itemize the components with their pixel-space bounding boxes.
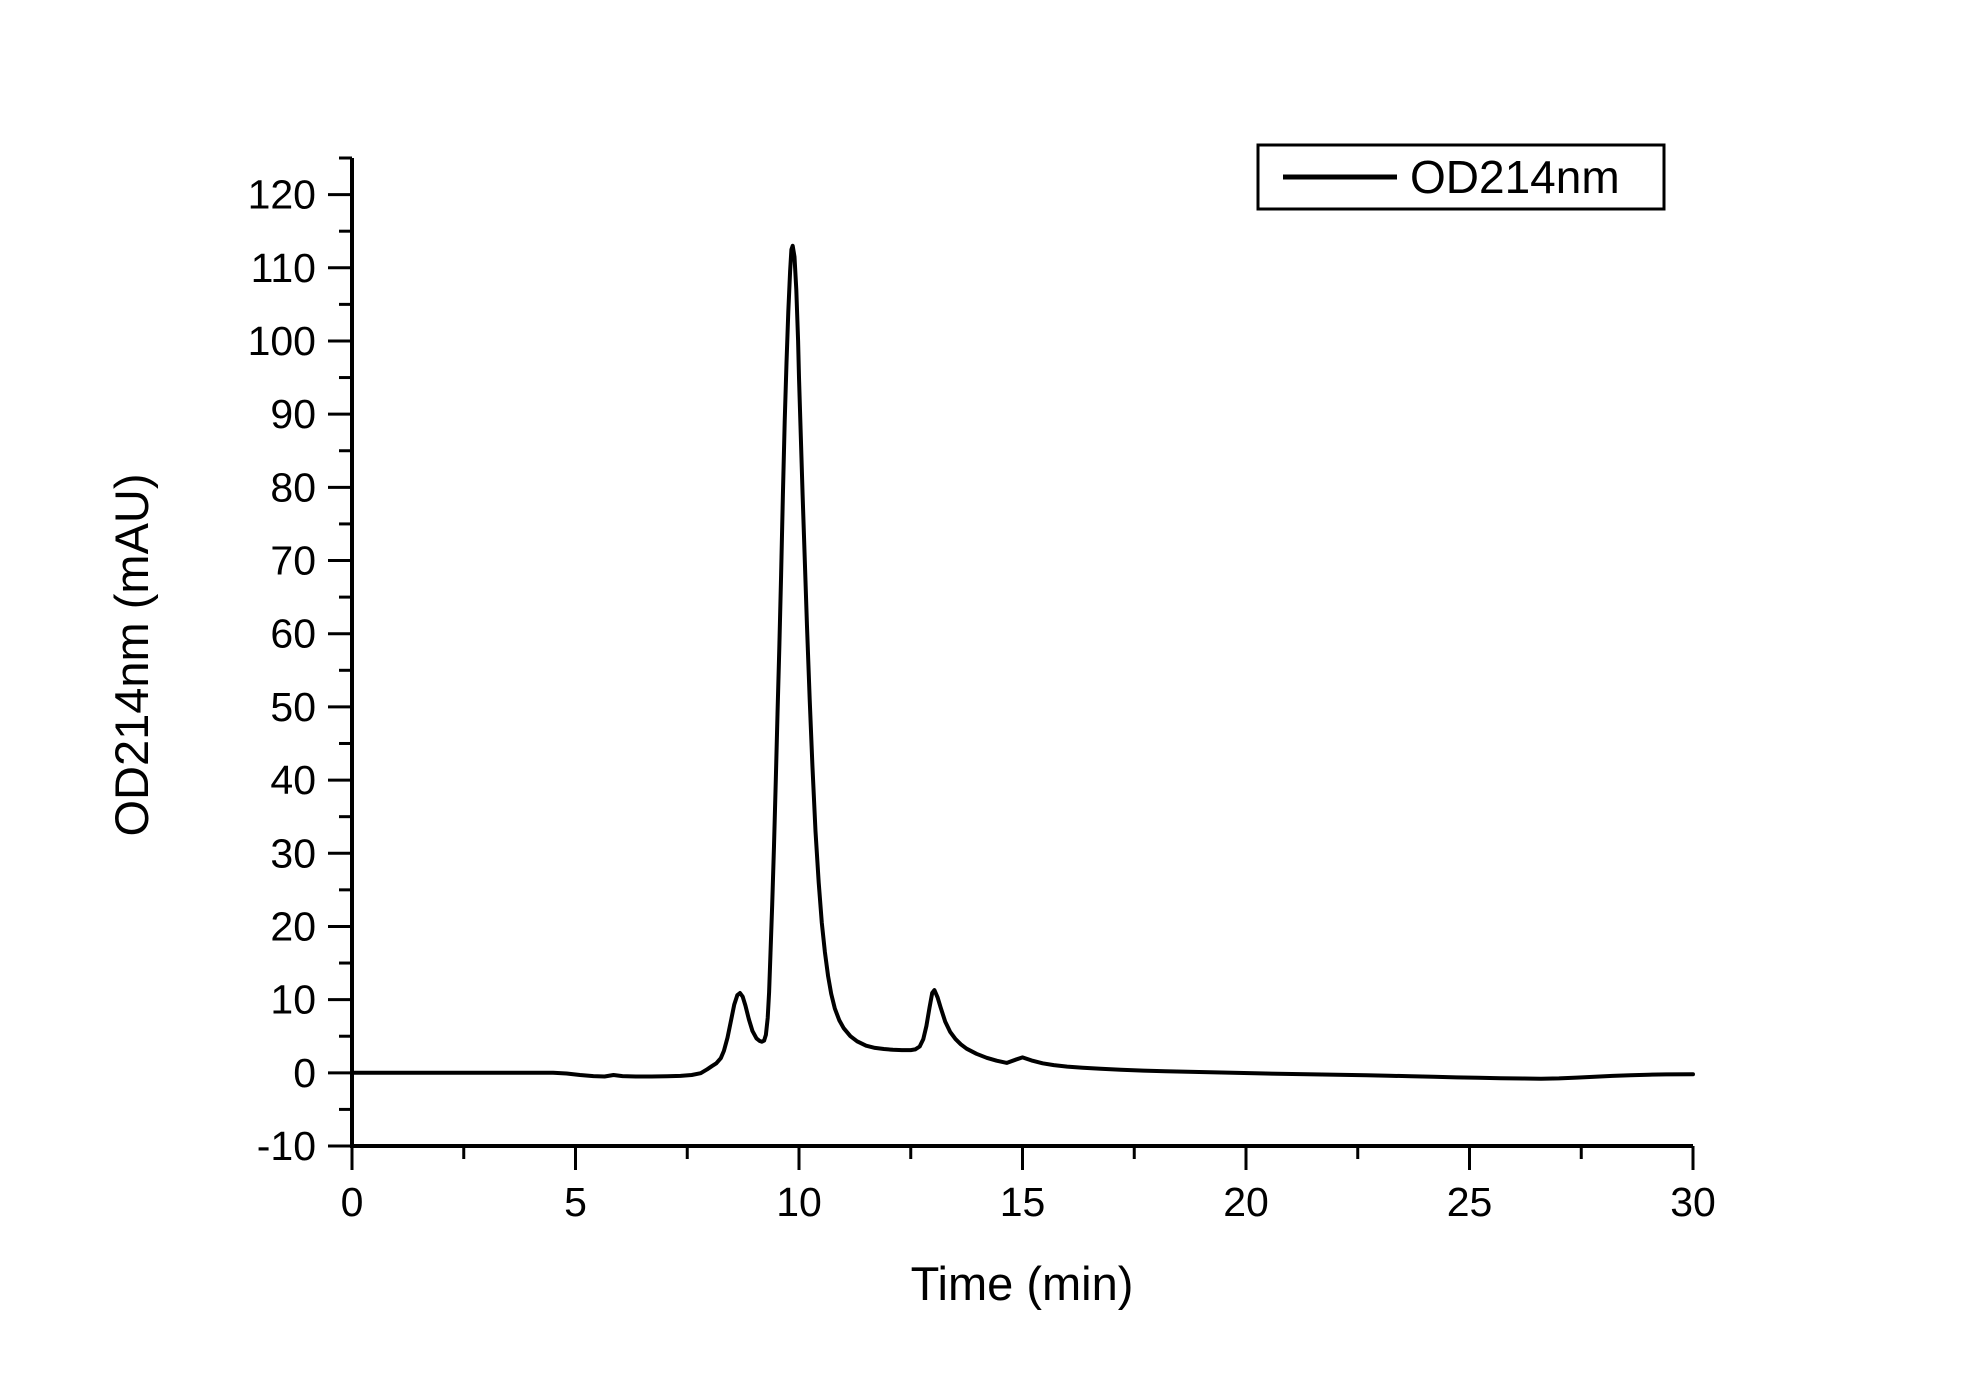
y-tick-label: 90: [270, 391, 316, 437]
y-tick-label: 100: [248, 318, 316, 364]
y-tick-label: 50: [270, 684, 316, 730]
axes: -10 0 10 20 30 40 50 60 70 80 90 100 110 120 0 5 10 15 20 2…: [248, 156, 1716, 1225]
legend-label: OD214nm: [1410, 151, 1620, 203]
x-tick-label: 5: [564, 1179, 587, 1225]
x-tick-label: 10: [776, 1179, 822, 1225]
y-tick-label: 10: [270, 977, 316, 1023]
od214nm-trace: [350, 243, 1695, 1081]
y-tick-label: 70: [270, 538, 316, 584]
legend: OD214nm: [1256, 143, 1666, 211]
x-axis-title: Time (min): [911, 1257, 1134, 1310]
y-tick-label: 120: [248, 172, 316, 218]
x-tick-label: 20: [1223, 1179, 1269, 1225]
y-tick-label: 60: [270, 611, 316, 657]
y-axis-title: OD214nm (mAU): [105, 473, 158, 836]
y-tick-label: 20: [270, 903, 316, 949]
y-tick-label: 30: [270, 830, 316, 876]
x-tick-label: 0: [341, 1179, 364, 1225]
x-tick-label: 15: [1000, 1179, 1046, 1225]
y-tick-label: 40: [270, 757, 316, 803]
x-tick-label: 30: [1670, 1179, 1716, 1225]
y-tick-label: 110: [251, 245, 316, 291]
y-tick-label: -10: [257, 1123, 316, 1169]
y-tick-label: 80: [270, 464, 316, 510]
y-tick-label: 0: [293, 1050, 316, 1096]
x-tick-label: 25: [1447, 1179, 1493, 1225]
